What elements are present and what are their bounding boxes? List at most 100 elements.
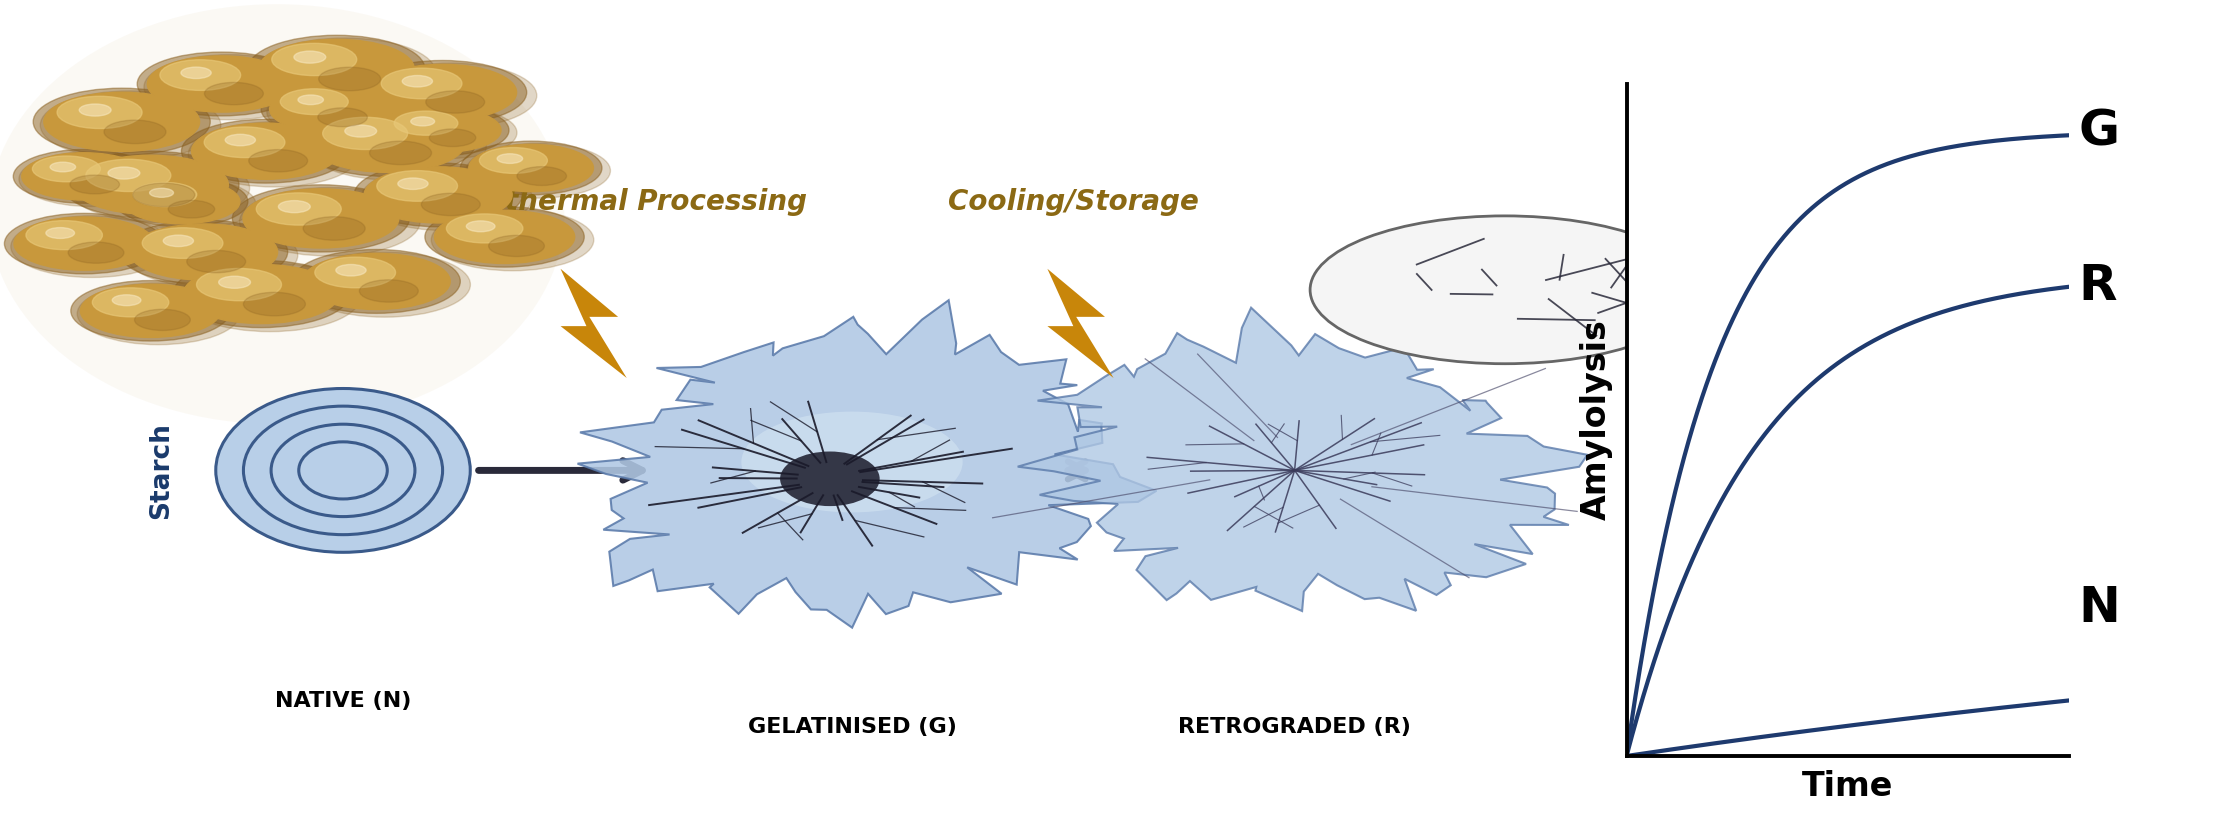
Circle shape <box>314 257 396 288</box>
Circle shape <box>429 129 476 146</box>
Circle shape <box>281 89 347 114</box>
Circle shape <box>385 108 500 152</box>
Circle shape <box>69 154 250 223</box>
Circle shape <box>310 113 465 172</box>
Text: N: N <box>2078 584 2120 633</box>
Circle shape <box>86 160 170 192</box>
Circle shape <box>58 97 142 129</box>
Circle shape <box>104 120 166 144</box>
Circle shape <box>40 91 221 160</box>
Text: RETROGRADED (R): RETROGRADED (R) <box>1177 717 1412 737</box>
Polygon shape <box>1018 307 1587 611</box>
Circle shape <box>323 118 407 150</box>
Circle shape <box>361 165 533 231</box>
Circle shape <box>168 200 215 218</box>
Circle shape <box>299 109 476 176</box>
Circle shape <box>259 39 414 98</box>
Circle shape <box>403 76 432 87</box>
Circle shape <box>124 180 239 223</box>
Text: Cooling/Storage: Cooling/Storage <box>947 187 1199 216</box>
Circle shape <box>376 171 458 202</box>
Circle shape <box>467 144 611 198</box>
Circle shape <box>239 187 420 256</box>
Circle shape <box>133 183 195 207</box>
Circle shape <box>193 123 339 179</box>
Circle shape <box>11 216 173 277</box>
Text: NATIVE (N): NATIVE (N) <box>274 691 412 711</box>
Circle shape <box>142 228 224 259</box>
Circle shape <box>257 193 341 225</box>
Circle shape <box>268 85 412 139</box>
Circle shape <box>133 182 197 207</box>
Circle shape <box>71 175 120 194</box>
Circle shape <box>232 185 409 252</box>
Circle shape <box>33 88 210 155</box>
Circle shape <box>425 207 584 267</box>
Circle shape <box>173 260 350 328</box>
Circle shape <box>425 91 485 113</box>
Circle shape <box>13 217 155 270</box>
Circle shape <box>135 309 190 330</box>
Ellipse shape <box>741 412 963 512</box>
Circle shape <box>148 56 294 112</box>
Circle shape <box>27 221 102 249</box>
Text: G: G <box>2078 107 2120 155</box>
Circle shape <box>113 295 142 306</box>
Circle shape <box>381 107 518 159</box>
Circle shape <box>469 144 593 192</box>
Circle shape <box>518 166 567 186</box>
Circle shape <box>1310 216 1700 364</box>
Circle shape <box>51 162 75 172</box>
Circle shape <box>120 220 288 284</box>
Circle shape <box>80 284 221 338</box>
Circle shape <box>365 63 538 129</box>
Circle shape <box>272 44 356 76</box>
Circle shape <box>204 127 285 158</box>
Circle shape <box>299 252 471 318</box>
Circle shape <box>381 68 463 99</box>
Circle shape <box>412 117 434 126</box>
Circle shape <box>398 178 427 190</box>
Circle shape <box>219 276 250 288</box>
Circle shape <box>73 155 228 214</box>
Circle shape <box>137 52 305 116</box>
Circle shape <box>108 167 139 179</box>
Text: Starch: Starch <box>148 422 175 519</box>
Circle shape <box>319 108 367 127</box>
Circle shape <box>394 111 458 135</box>
Ellipse shape <box>779 452 881 506</box>
Circle shape <box>336 265 365 276</box>
Circle shape <box>186 250 246 273</box>
Circle shape <box>62 151 239 218</box>
Circle shape <box>144 55 316 120</box>
Circle shape <box>181 67 210 79</box>
Circle shape <box>370 65 516 120</box>
Circle shape <box>184 265 339 323</box>
Circle shape <box>46 228 75 239</box>
Circle shape <box>480 148 547 173</box>
Text: Hydrothermal Processing: Hydrothermal Processing <box>412 187 806 216</box>
Circle shape <box>33 156 100 181</box>
Circle shape <box>305 112 487 181</box>
Circle shape <box>498 154 522 164</box>
Circle shape <box>115 176 248 227</box>
Circle shape <box>359 60 527 124</box>
Circle shape <box>131 224 277 280</box>
Circle shape <box>71 281 230 341</box>
X-axis label: Time: Time <box>1801 770 1894 803</box>
Polygon shape <box>1047 269 1113 378</box>
Circle shape <box>292 249 460 313</box>
Circle shape <box>248 35 425 102</box>
Circle shape <box>303 254 449 309</box>
Circle shape <box>365 167 511 223</box>
Circle shape <box>243 292 305 316</box>
Ellipse shape <box>217 388 471 553</box>
Circle shape <box>13 150 155 203</box>
Circle shape <box>354 163 522 227</box>
Circle shape <box>22 153 146 200</box>
Circle shape <box>243 189 398 248</box>
Circle shape <box>376 105 509 155</box>
Circle shape <box>44 92 199 151</box>
Circle shape <box>294 51 325 63</box>
Circle shape <box>80 104 111 116</box>
